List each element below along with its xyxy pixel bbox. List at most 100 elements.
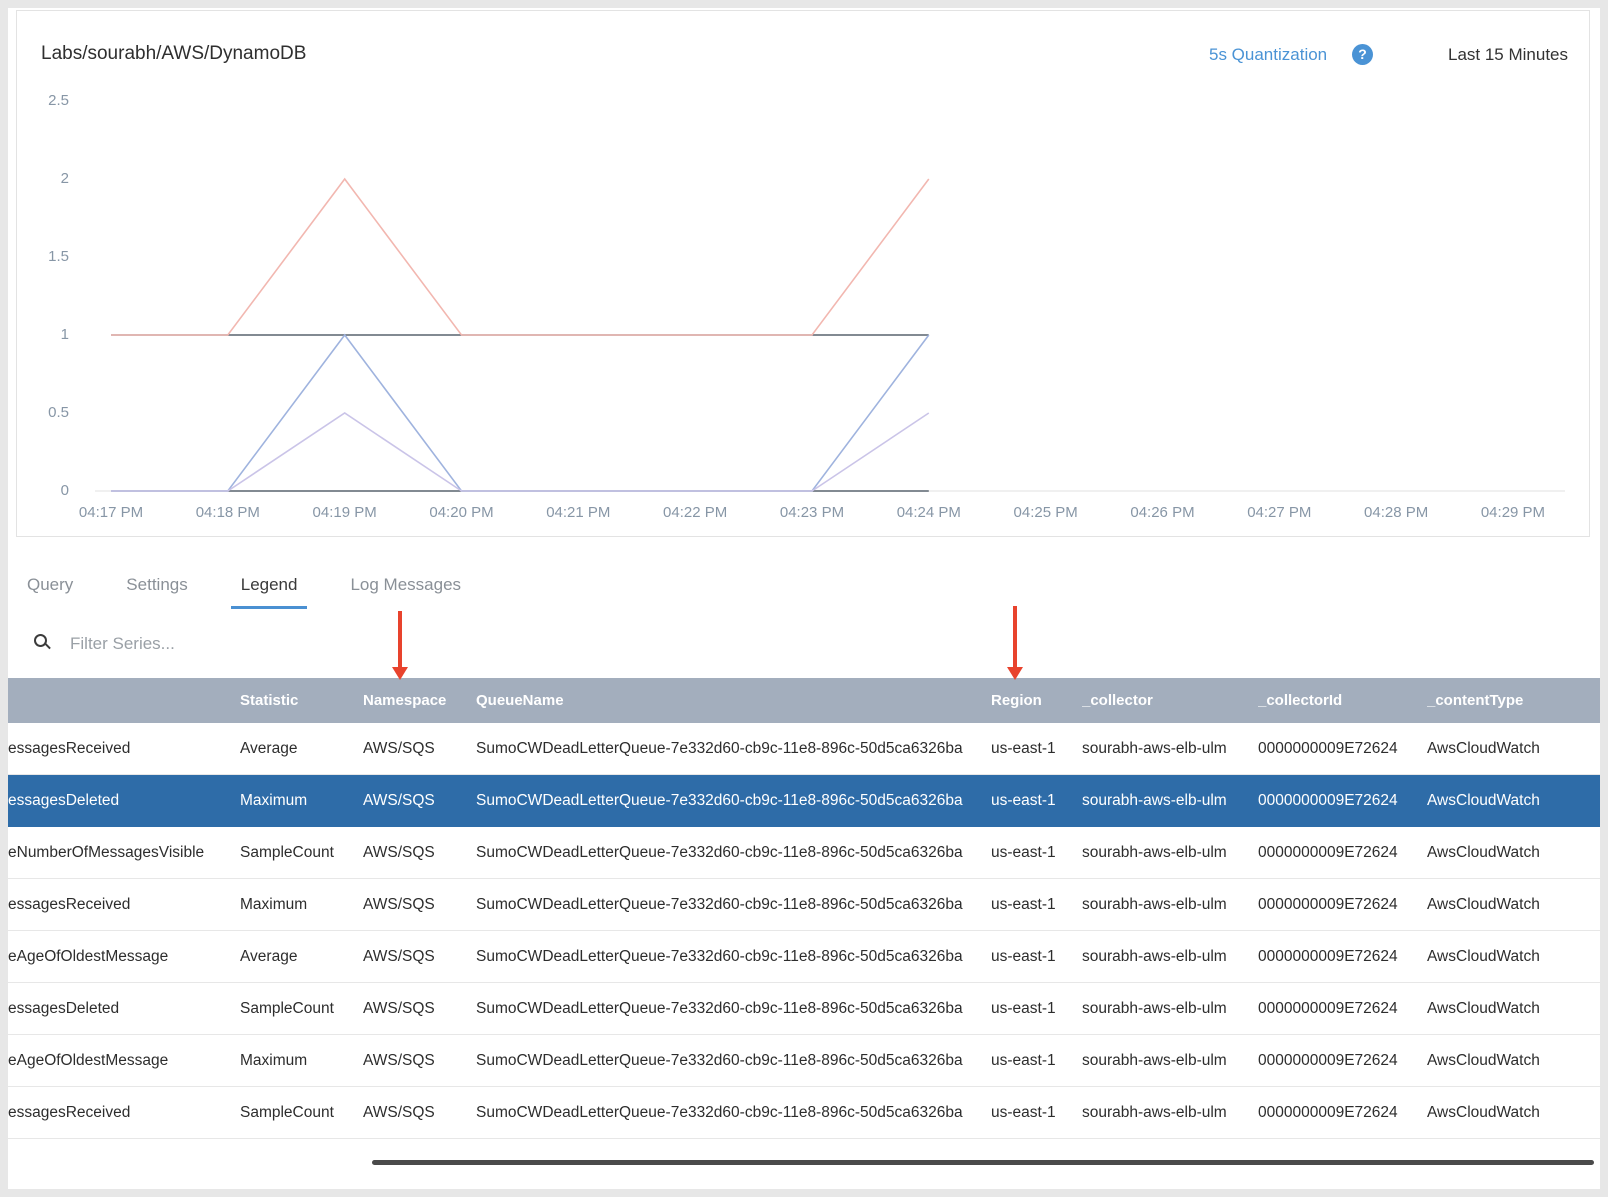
cell-content-type: AwsCloudWatch <box>1427 895 1540 913</box>
chart-line-pink-series <box>111 177 930 336</box>
cell-collector-id: 0000000009E72624 <box>1258 947 1398 965</box>
legend-table-row[interactable]: essagesDeleted Maximum AWS/SQS SumoCWDeadLe… <box>8 775 1600 827</box>
cell-statistic: SampleCount <box>240 1103 334 1121</box>
cell-queue-name: SumoCWDeadLetterQueue-7e332d60-cb9c-11e8… <box>476 791 963 809</box>
cell-collector-id: 0000000009E72624 <box>1258 1051 1398 1069</box>
y-tick-label: 0.5 <box>48 404 69 421</box>
cell-statistic: Maximum <box>240 1051 308 1069</box>
cell-collector-id: 0000000009E72624 <box>1258 895 1398 913</box>
header-collector: _collector <box>1082 692 1153 709</box>
header-contenttype: _contentType <box>1427 692 1524 709</box>
legend-table-header: Statistic Namespace QueueName Region _collec… <box>8 678 1600 723</box>
y-tick-label: 1.5 <box>48 248 69 265</box>
cell-collector: sourabh-aws-elb-ulm <box>1082 947 1227 965</box>
tab-query[interactable]: Query <box>27 575 74 594</box>
legend-table-body: essagesReceived Average AWS/SQS SumoCWDeadL… <box>8 723 1600 1139</box>
cell-region: us-east-1 <box>991 739 1056 757</box>
x-tick-label: 04:19 PM <box>312 504 377 521</box>
header-collectorid: _collectorId <box>1258 692 1343 709</box>
x-tick-label: 04:28 PM <box>1364 504 1429 521</box>
legend-table-row[interactable]: eAgeOfOldestMessage Maximum AWS/SQS SumoCWD… <box>8 1035 1600 1087</box>
cell-collector-id: 0000000009E72624 <box>1258 843 1398 861</box>
legend-table-row[interactable]: essagesDeleted SampleCount AWS/SQS SumoCWDe… <box>8 983 1600 1035</box>
cell-queue-name: SumoCWDeadLetterQueue-7e332d60-cb9c-11e8… <box>476 739 963 757</box>
cell-name: eAgeOfOldestMessage <box>8 1051 169 1069</box>
legend-table-row[interactable]: essagesReceived SampleCount AWS/SQS SumoCWD… <box>8 1087 1600 1139</box>
cell-collector: sourabh-aws-elb-ulm <box>1082 843 1227 861</box>
cell-queue-name: SumoCWDeadLetterQueue-7e332d60-cb9c-11e8… <box>476 947 963 965</box>
cell-statistic: Maximum <box>240 791 308 809</box>
cell-content-type: AwsCloudWatch <box>1427 999 1540 1017</box>
chart-line-lavender-series <box>111 412 930 492</box>
cell-collector: sourabh-aws-elb-ulm <box>1082 1051 1227 1069</box>
cell-collector-id: 0000000009E72624 <box>1258 1103 1398 1121</box>
cell-queue-name: SumoCWDeadLetterQueue-7e332d60-cb9c-11e8… <box>476 999 963 1017</box>
x-tick-label: 04:21 PM <box>546 504 611 521</box>
filter-series-input[interactable] <box>68 629 488 659</box>
x-tick-label: 04:17 PM <box>78 504 144 521</box>
tabs: Query Settings Legend Log Messages <box>8 565 504 609</box>
cell-statistic: Average <box>240 739 298 757</box>
x-tick-label: 04:18 PM <box>195 504 260 521</box>
x-tick-label: 04:23 PM <box>779 504 845 521</box>
x-tick-label: 04:27 PM <box>1247 504 1312 521</box>
cell-name: essagesReceived <box>8 1103 131 1121</box>
x-tick-label: 04:25 PM <box>1013 504 1078 521</box>
legend-table-row[interactable]: eNumberOfMessagesVisible SampleCount AWS/S… <box>8 827 1600 879</box>
x-tick-label: 04:24 PM <box>896 504 961 521</box>
legend-table-row[interactable]: eAgeOfOldestMessage Average AWS/SQS SumoCWD… <box>8 931 1600 983</box>
cell-content-type: AwsCloudWatch <box>1427 947 1540 965</box>
tab-legend[interactable]: Legend <box>230 565 308 609</box>
cell-collector: sourabh-aws-elb-ulm <box>1082 895 1227 913</box>
chart-panel: Labs/sourabh/AWS/DynamoDB 5s Quantizatio… <box>16 10 1590 537</box>
cell-collector: sourabh-aws-elb-ulm <box>1082 739 1227 757</box>
x-tick-label: 04:20 PM <box>429 504 494 521</box>
cell-content-type: AwsCloudWatch <box>1427 791 1540 809</box>
cell-region: us-east-1 <box>991 1051 1056 1069</box>
cell-statistic: Average <box>240 947 298 965</box>
header-namespace: Namespace <box>363 692 447 709</box>
cell-queue-name: SumoCWDeadLetterQueue-7e332d60-cb9c-11e8… <box>476 1103 963 1121</box>
cell-statistic: Maximum <box>240 895 308 913</box>
legend-table-row[interactable]: essagesReceived Average AWS/SQS SumoCWDeadL… <box>8 723 1600 775</box>
cell-collector: sourabh-aws-elb-ulm <box>1082 791 1227 809</box>
cell-content-type: AwsCloudWatch <box>1427 1051 1540 1069</box>
cell-namespace: AWS/SQS <box>363 1051 435 1069</box>
cell-queue-name: SumoCWDeadLetterQueue-7e332d60-cb9c-11e8… <box>476 895 963 913</box>
legend-table-row[interactable]: essagesReceived Maximum AWS/SQS SumoCWDeadL… <box>8 879 1600 931</box>
y-tick-label: 2 <box>60 170 69 187</box>
cell-content-type: AwsCloudWatch <box>1427 739 1540 757</box>
y-tick-label: 2.5 <box>48 92 69 109</box>
search-icon <box>34 634 47 647</box>
tab-settings[interactable]: Settings <box>126 575 188 594</box>
cell-name: essagesReceived <box>8 739 131 757</box>
cell-region: us-east-1 <box>991 791 1056 809</box>
cell-namespace: AWS/SQS <box>363 947 435 965</box>
chart-title: Labs/sourabh/AWS/DynamoDB <box>41 43 307 64</box>
time-range-label[interactable]: Last 15 Minutes <box>1448 45 1569 64</box>
chart-line-blue-series <box>111 333 930 492</box>
tab-log-messages[interactable]: Log Messages <box>350 575 462 594</box>
cell-content-type: AwsCloudWatch <box>1427 1103 1540 1121</box>
x-tick-label: 04:29 PM <box>1480 504 1546 521</box>
x-tick-label: 04:26 PM <box>1130 504 1195 521</box>
cell-collector: sourabh-aws-elb-ulm <box>1082 999 1227 1017</box>
cell-statistic: SampleCount <box>240 843 334 861</box>
cell-queue-name: SumoCWDeadLetterQueue-7e332d60-cb9c-11e8… <box>476 843 963 861</box>
cell-namespace: AWS/SQS <box>363 843 435 861</box>
cell-collector: sourabh-aws-elb-ulm <box>1082 1103 1227 1121</box>
cell-region: us-east-1 <box>991 843 1056 861</box>
quantization-label[interactable]: 5s Quantization <box>1209 45 1328 64</box>
cell-region: us-east-1 <box>991 947 1056 965</box>
y-tick-label: 1 <box>60 326 69 343</box>
horizontal-scrollbar-thumb[interactable] <box>372 1160 1594 1165</box>
chart-canvas <box>95 177 1565 492</box>
cell-namespace: AWS/SQS <box>363 791 435 809</box>
cell-region: us-east-1 <box>991 999 1056 1017</box>
cell-namespace: AWS/SQS <box>363 999 435 1017</box>
cell-collector-id: 0000000009E72624 <box>1258 791 1398 809</box>
cell-region: us-east-1 <box>991 895 1056 913</box>
help-icon[interactable]: ? <box>1352 44 1373 65</box>
cell-collector-id: 0000000009E72624 <box>1258 739 1398 757</box>
